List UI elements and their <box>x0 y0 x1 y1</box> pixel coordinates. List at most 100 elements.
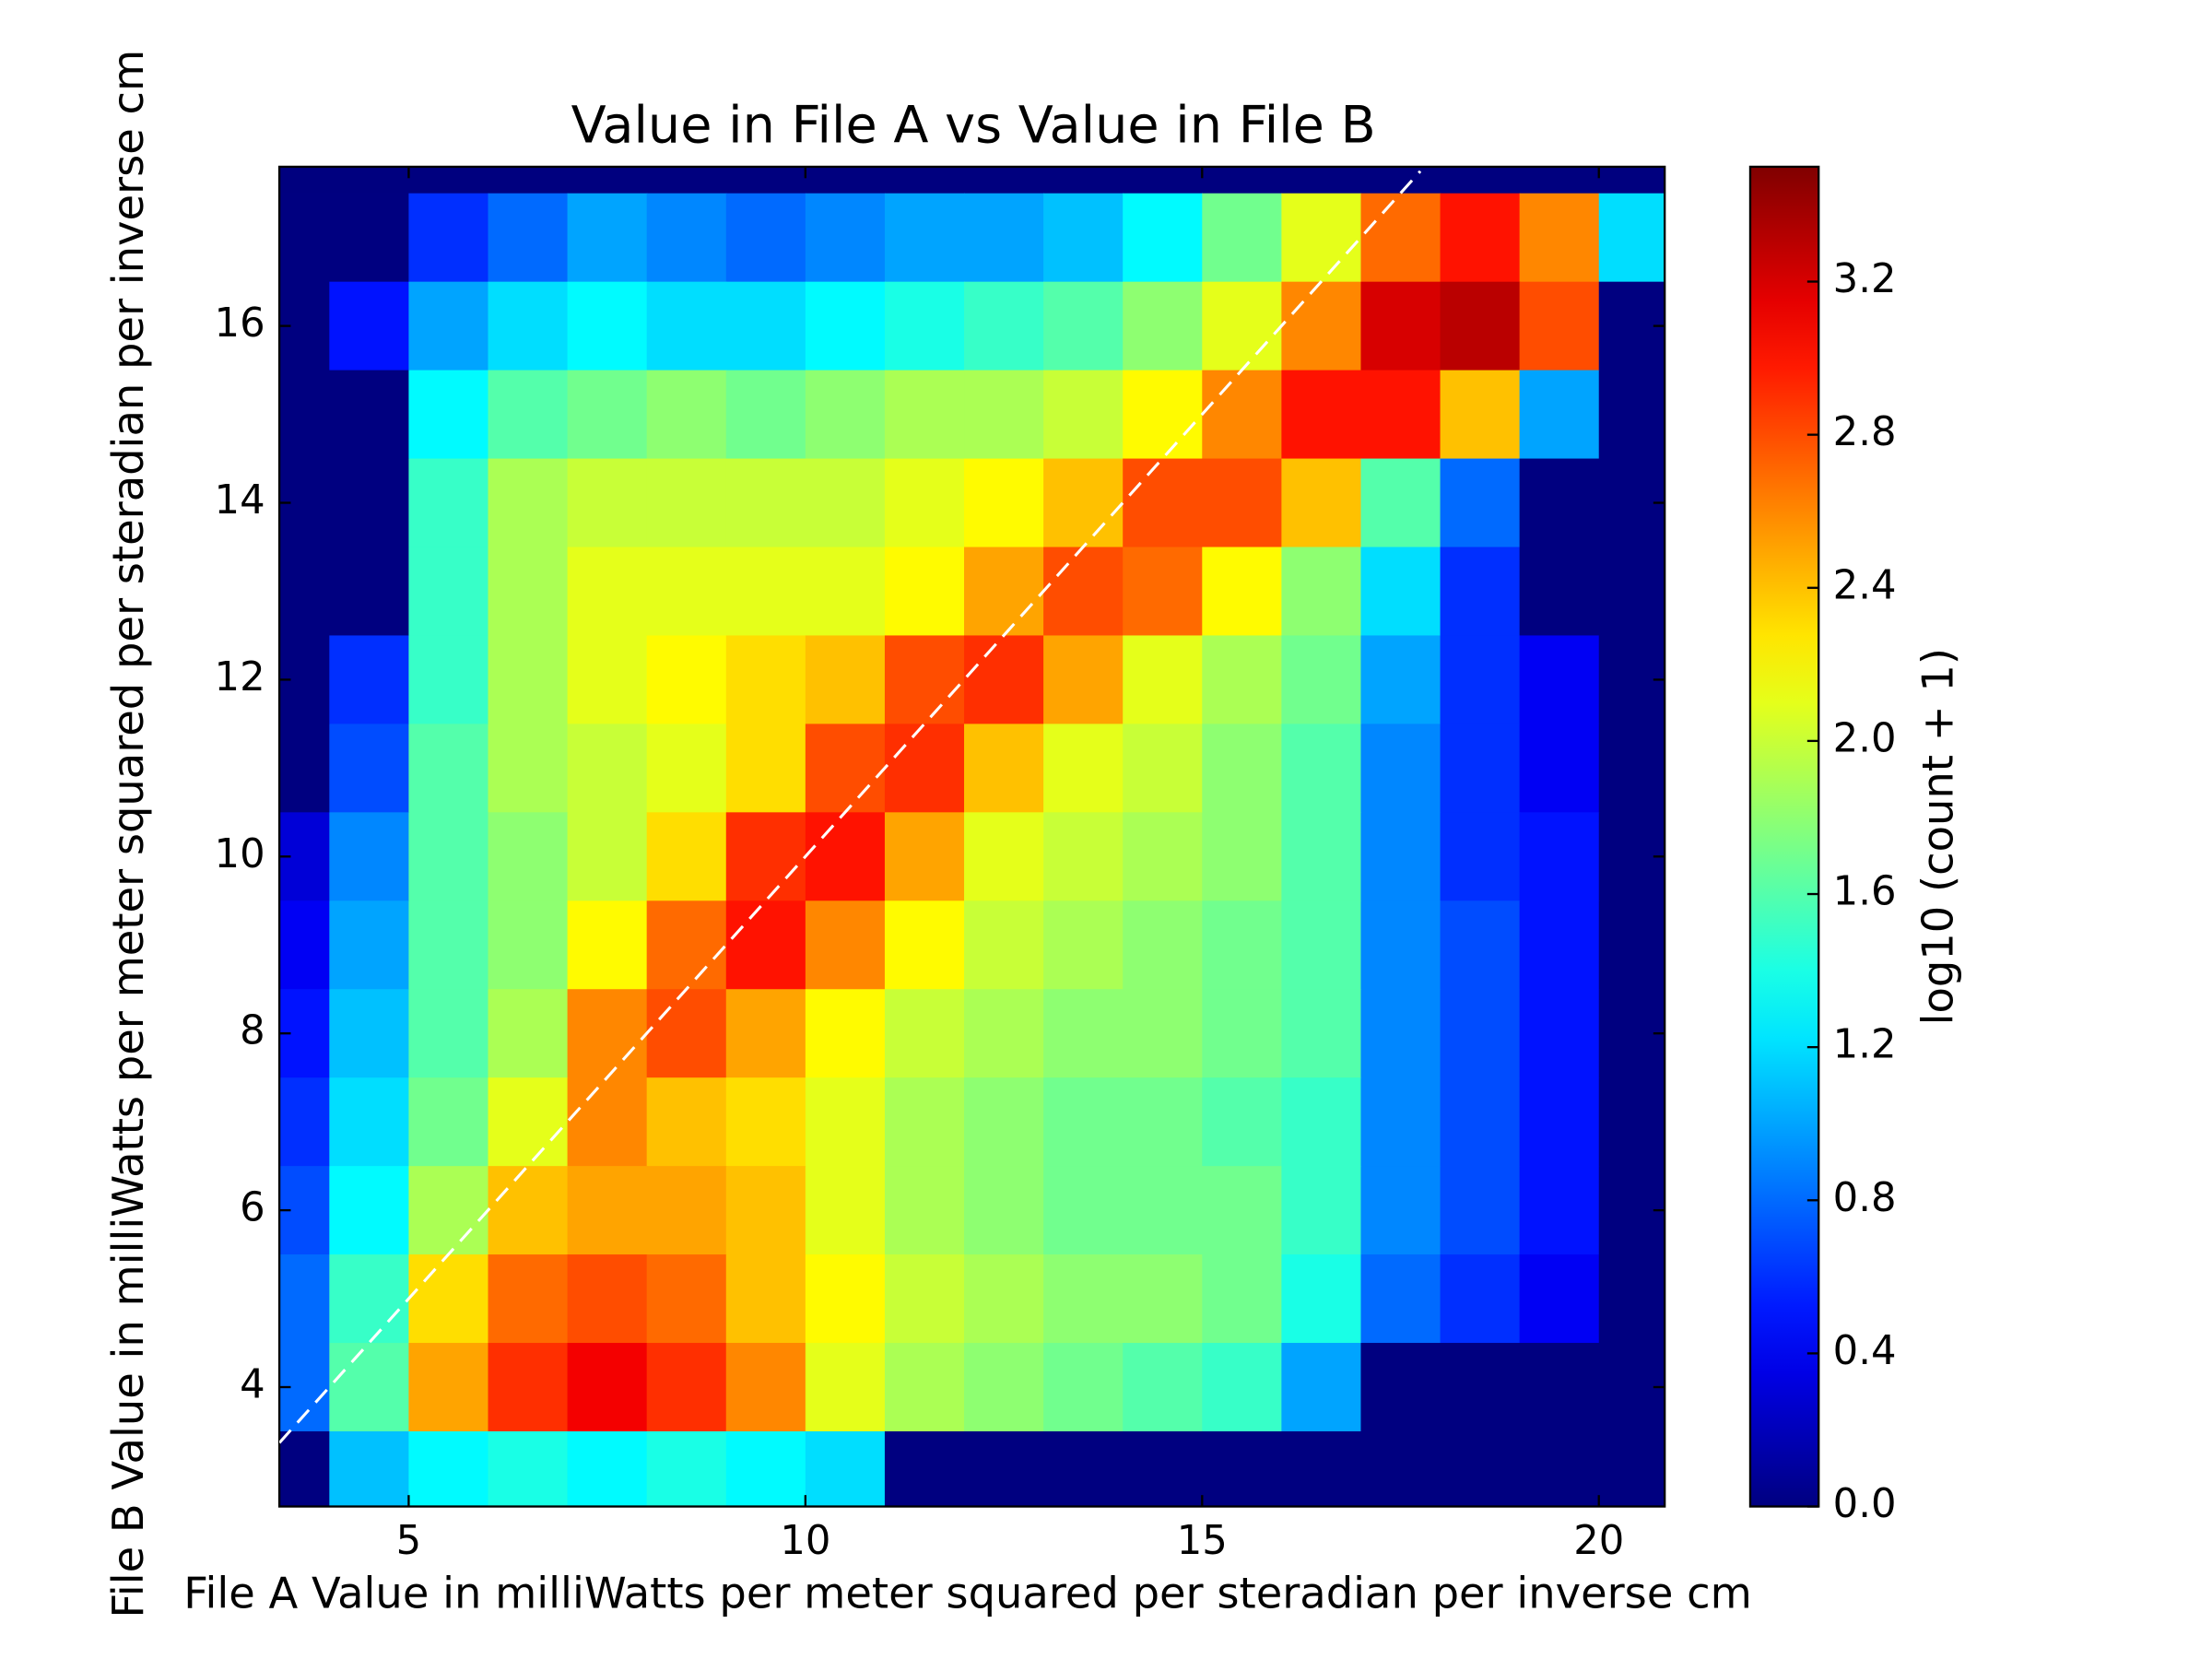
hexbin-cell <box>1360 812 1441 902</box>
hexbin-cell <box>1202 989 1283 1078</box>
hexbin-cell <box>329 900 410 991</box>
colorbar-tick-label: 3.2 <box>1833 256 1897 302</box>
hexbin-cell <box>408 1430 489 1507</box>
hexbin-cell <box>725 370 806 460</box>
hexbin-cell <box>884 458 965 548</box>
hexbin-cell <box>646 281 727 371</box>
hexbin-cell <box>1519 458 1600 548</box>
hexbin-cell <box>725 635 806 725</box>
hexbin-cell <box>279 900 331 991</box>
y-tick-label: 10 <box>215 831 265 877</box>
hexbin-cell <box>408 193 489 283</box>
hexbin-cell <box>329 1077 410 1167</box>
hexbin-cell <box>964 458 1044 548</box>
hexbin-cell <box>1519 900 1600 991</box>
hexbin-cell <box>1123 1077 1204 1167</box>
hexbin-cell <box>646 900 727 991</box>
hexbin-cell <box>964 989 1044 1078</box>
hexbin-cell <box>1598 1166 1665 1255</box>
hexbin-cell <box>1043 900 1124 991</box>
hexbin-cell <box>488 1343 569 1432</box>
hexbin-cell <box>1043 193 1124 283</box>
hexbin-cell <box>1281 370 1362 460</box>
hexbin-cell <box>646 724 727 814</box>
hexbin-cell <box>964 635 1044 725</box>
hexbin-cell <box>1043 1077 1124 1167</box>
hexbin-cell <box>488 1254 569 1344</box>
hexbin-cell <box>329 635 410 725</box>
hexbin-cell <box>1123 1166 1204 1255</box>
hexbin-cell <box>279 370 331 460</box>
hexbin-cell <box>1202 281 1283 371</box>
hexbin-cell <box>567 1077 648 1167</box>
chart-title: Value in File A vs Value in File B <box>571 95 1376 155</box>
hexbin-cell <box>1202 458 1283 548</box>
hexbin-cell <box>1123 547 1204 637</box>
hexbin-cell <box>1123 900 1204 991</box>
hexbin-cell <box>567 370 648 460</box>
hexbin-cell <box>964 1254 1044 1344</box>
hexbin-cell <box>725 1343 806 1432</box>
hexbin-cell <box>1519 1077 1600 1167</box>
hexbin-cell <box>1202 1343 1283 1432</box>
hexbin-cell <box>1202 724 1283 814</box>
hexbin-cell <box>1440 458 1521 548</box>
hexbin-cell <box>1598 1077 1665 1167</box>
hexbin-cell <box>1519 193 1600 283</box>
y-axis-label: File B Value in milliWatts per meter squ… <box>103 50 153 1618</box>
hexbin-cell <box>805 989 886 1078</box>
hexbin-cell <box>725 281 806 371</box>
hexbin-cell <box>1123 193 1204 283</box>
hexbin-cell <box>725 989 806 1078</box>
hexbin-cell <box>567 635 648 725</box>
hexbin-cell <box>1281 635 1362 725</box>
hexbin-cell <box>1043 1254 1124 1344</box>
hexbin-cell <box>1360 1077 1441 1167</box>
hexbin-cell <box>1598 900 1665 991</box>
hexbin-cell <box>1440 812 1521 902</box>
hexbin-cell <box>1281 281 1362 371</box>
hexbin-cell <box>1598 724 1665 814</box>
hexbin-cell <box>1440 281 1521 371</box>
hexbin-cell <box>1598 281 1665 371</box>
y-tick-label: 12 <box>215 654 265 700</box>
hexbin-cell <box>1598 193 1665 283</box>
hexbin-cell <box>329 193 410 283</box>
hexbin-cell <box>646 547 727 637</box>
hexbin-cell <box>805 193 886 283</box>
hexbin-cell <box>488 989 569 1078</box>
hexbin-cell <box>1360 635 1441 725</box>
hexbin-cell <box>1281 724 1362 814</box>
hexbin-cell <box>725 1077 806 1167</box>
hexbin-cell <box>408 1254 489 1344</box>
reference-line <box>279 170 1422 1444</box>
hexbin-cell <box>1123 370 1204 460</box>
hexbin-cell <box>964 1343 1044 1432</box>
hexbin-cell <box>1123 724 1204 814</box>
hexbin-cell <box>805 900 886 991</box>
hexbin-cell <box>567 193 648 283</box>
hexbin-cell <box>884 193 965 283</box>
hexbin-cell <box>646 1254 727 1344</box>
hexbin-cell <box>725 724 806 814</box>
y-tick-label: 14 <box>215 477 265 524</box>
colorbar-tick-label: 0.4 <box>1833 1328 1897 1374</box>
hexbin-cell <box>884 1166 965 1255</box>
hexbin-cell <box>1440 547 1521 637</box>
hexbin-cell <box>1440 1166 1521 1255</box>
hexbin-cell <box>1202 812 1283 902</box>
hexbin-cell <box>329 370 410 460</box>
hexbin-cell <box>1043 989 1124 1078</box>
hexbin-cell <box>1519 812 1600 902</box>
hexbin-cell <box>805 1343 886 1432</box>
hexbin-cell <box>1202 193 1283 283</box>
hexbin-cell <box>1043 370 1124 460</box>
hexbin-cell <box>1043 812 1124 902</box>
hexbin-cell <box>567 1343 648 1432</box>
hexbin-cell <box>1598 547 1665 637</box>
hexbin-cell <box>1281 458 1362 548</box>
hexbin-cell <box>488 193 569 283</box>
hexbin-cell <box>1519 547 1600 637</box>
hexbin-cell <box>725 458 806 548</box>
hexbin-cell <box>1281 1254 1362 1344</box>
